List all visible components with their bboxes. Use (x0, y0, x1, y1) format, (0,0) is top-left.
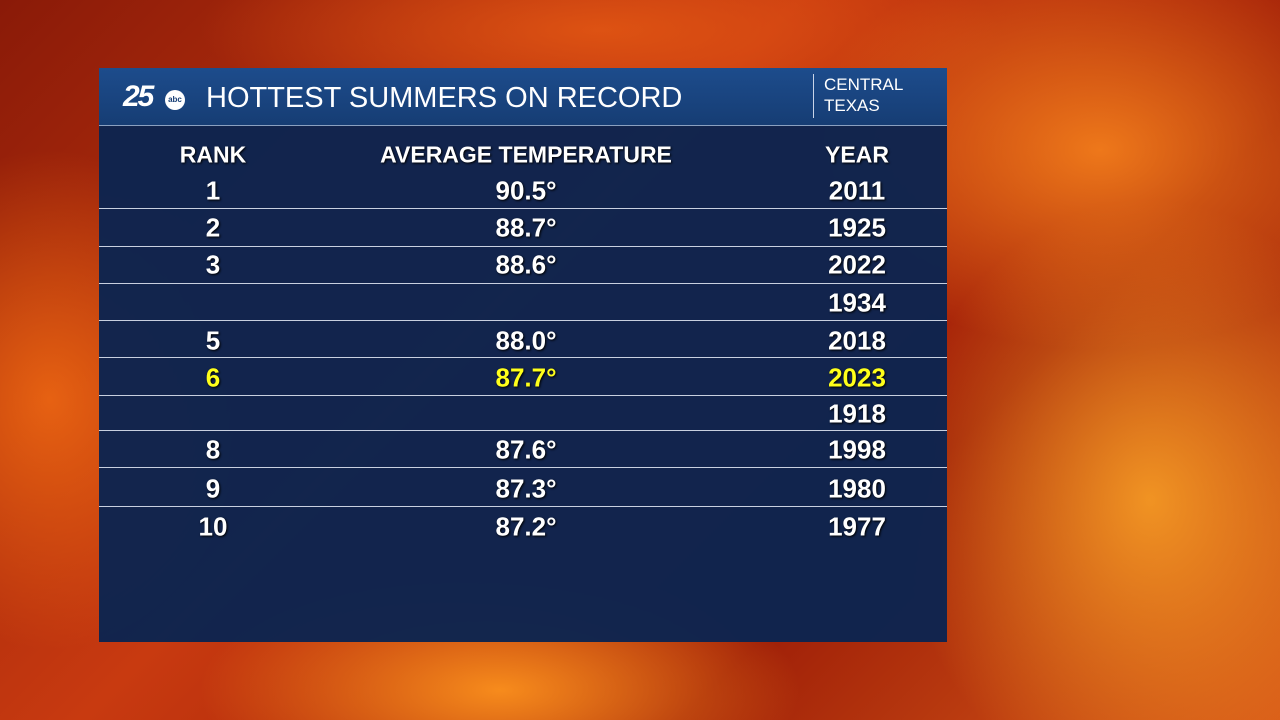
table-cell: 88.0° (495, 325, 557, 356)
table-cell: 1 (205, 175, 221, 206)
table-cell: 87.2° (495, 511, 557, 542)
table-cell: 87.6° (495, 434, 557, 465)
row-separator (99, 246, 947, 247)
row-separator (99, 430, 947, 431)
table-cell: 6 (205, 362, 221, 393)
row-separator (99, 357, 947, 358)
table-cell: 5 (205, 325, 221, 356)
table-cell: 3 (205, 249, 221, 280)
header: 25 abc HOTTEST SUMMERS ON RECORD CENTRAL… (99, 68, 947, 126)
table-cell: 2 (205, 212, 221, 243)
column-header: RANK (179, 141, 247, 168)
table-cell: 1918 (828, 398, 886, 429)
row-separator (99, 467, 947, 468)
column-header: AVERAGE TEMPERATURE (380, 141, 672, 168)
row-separator (99, 208, 947, 209)
table-cell: 87.3° (495, 473, 557, 504)
row-separator (99, 395, 947, 396)
logo-network: abc (165, 90, 185, 110)
table-cell: 2011 (828, 175, 886, 206)
logo-number: 25 (123, 80, 154, 113)
table-cell: 1925 (828, 212, 886, 243)
table-cell: 10 (198, 511, 228, 542)
region: CENTRAL TEXAS (813, 74, 903, 118)
table-cell: 2023 (828, 362, 886, 393)
table-cell: 87.7° (495, 362, 557, 393)
title: HOTTEST SUMMERS ON RECORD (206, 82, 683, 114)
table-cell: 1934 (828, 287, 886, 318)
table-cell: 1980 (828, 473, 886, 504)
table-cell: 2022 (828, 249, 886, 280)
table-cell: 90.5° (495, 175, 557, 206)
column-header: YEAR (825, 141, 889, 168)
region-line: TEXAS (824, 96, 880, 115)
panel: 25 abc HOTTEST SUMMERS ON RECORD CENTRAL… (99, 68, 947, 642)
table-cell: 2018 (828, 325, 886, 356)
table-cell: 88.7° (495, 212, 557, 243)
row-separator (99, 506, 947, 507)
table-cell: 1998 (828, 434, 886, 465)
region-line: CENTRAL (824, 75, 904, 94)
table-cell: 8 (205, 434, 221, 465)
row-separator (99, 320, 947, 321)
table-cell: 88.6° (495, 249, 557, 280)
row-separator (99, 283, 947, 284)
table-cell: 1977 (828, 511, 886, 542)
table-cell: 9 (205, 473, 221, 504)
